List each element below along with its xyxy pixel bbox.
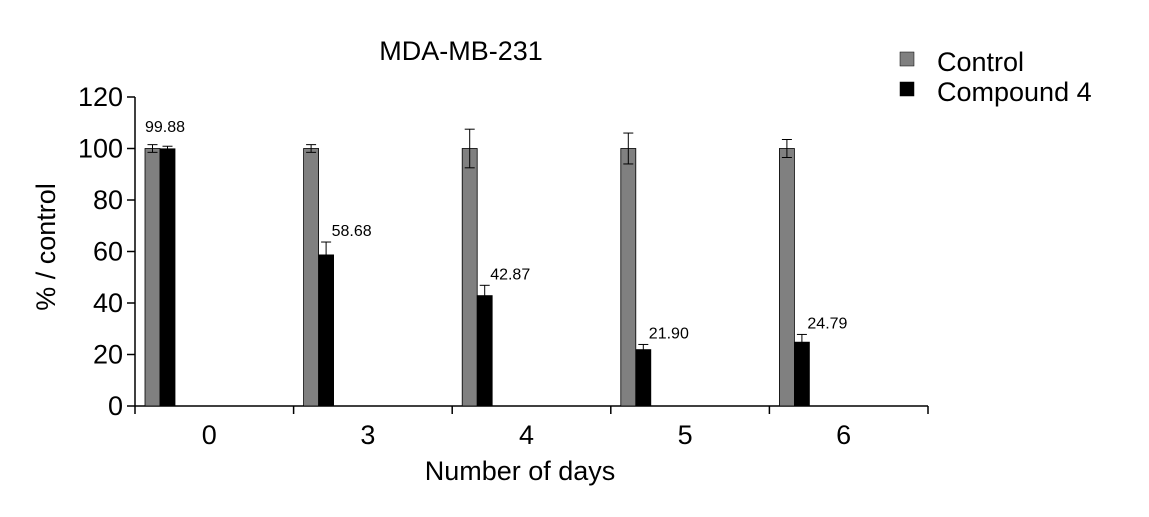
y-tick-label: 40 [93,288,123,318]
plot-area: 0 20 40 60 80 100 120 0 3 4 5 6 99.88 58.68 42.87 21.90… [78,82,929,450]
chart-title: MDA-MB-231 [379,36,543,66]
y-tick-label: 80 [93,185,123,215]
data-label: 24.79 [807,315,847,332]
y-tick-label: 60 [93,237,123,267]
x-tick-label: 5 [678,420,693,450]
bar [794,341,810,407]
bar [476,295,493,407]
x-tick-label: 0 [202,420,217,450]
bar [635,349,652,407]
data-label: 99.88 [145,119,185,136]
x-axis-label: Number of days [425,456,616,486]
bar [303,148,320,407]
x-tick-label: 4 [519,420,534,450]
bar [318,254,335,407]
legend-label: Compound 4 [937,77,1092,107]
data-label: 58.68 [332,223,372,240]
y-tick-label: 20 [93,340,123,370]
y-tick-label: 0 [108,391,123,421]
x-tick-label: 3 [360,420,375,450]
data-label: 21.90 [649,325,689,342]
legend-label: Control [937,47,1024,77]
bar [620,148,637,407]
bar [159,148,176,407]
y-tick-label: 120 [78,82,123,112]
x-tick-label: 6 [836,420,851,450]
y-tick-label: 100 [78,134,123,164]
bar [144,148,161,407]
legend-swatch [899,81,915,97]
legend-swatch [899,51,915,67]
data-label: 42.87 [490,266,530,283]
bar [779,148,795,407]
y-axis-label: % / control [31,183,61,311]
bar [461,148,478,407]
